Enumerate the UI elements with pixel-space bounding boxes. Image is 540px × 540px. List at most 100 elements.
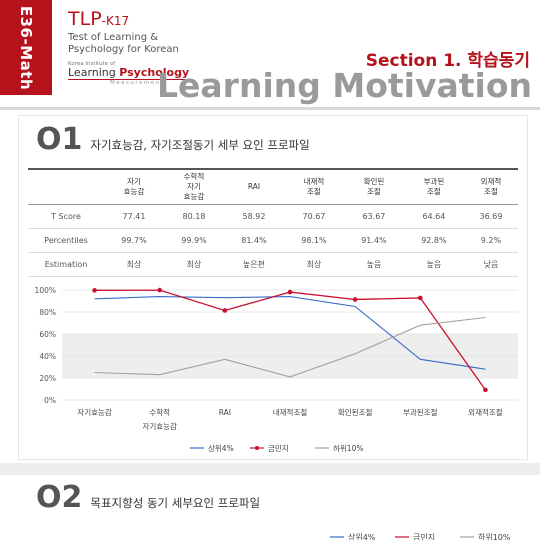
table-header-cell: 내재적 조절	[283, 169, 344, 205]
table-cell: 77.41	[104, 204, 164, 229]
brand-logo: TLP-K17 Test of Learning & Psychology fo…	[68, 8, 189, 86]
table-cell: 99.7%	[104, 228, 164, 253]
table-cell: 높음	[343, 252, 404, 277]
table-header-cell: 수학적 자기 효능감	[163, 169, 224, 205]
section-title: Learning Motivation	[157, 66, 532, 105]
table-header-line: 자기	[187, 181, 201, 191]
table-cell: 9.2%	[463, 228, 518, 253]
legend2-label: 금민지	[413, 532, 435, 540]
table-cell: 92.8%	[403, 228, 464, 253]
x-tick-label: RAI	[219, 408, 231, 417]
table-corner	[28, 169, 104, 205]
series-point	[157, 287, 163, 293]
table-row: Percentiles 99.7% 99.9% 81.4% 98.1% 91.4% 92.8…	[28, 228, 518, 253]
legend-label: 금민지	[268, 443, 289, 453]
table-cell: 81.4%	[223, 228, 284, 253]
table-header-cell: 부과된 조절	[403, 169, 464, 205]
legend2-label: 상위4%	[348, 532, 376, 540]
series-point	[92, 288, 97, 293]
table-row-label: T Score	[28, 204, 104, 229]
table-header-row: 자기 효능감 수학적 자기 효능감 RAI 내재적 조절 확인된 조절 부과된 조절 외재적 조절	[28, 169, 518, 205]
table-cell: 36.69	[463, 204, 518, 229]
brand-title: TLP-K17	[68, 8, 130, 30]
series-point	[287, 289, 293, 295]
table-header-line: 조절	[367, 186, 381, 196]
table-row-label: Percentiles	[28, 228, 104, 253]
brand-learning-psychology: Learning Psychology	[68, 66, 190, 79]
y-tick-label: 20%	[39, 374, 56, 383]
table-cell: 높은편	[223, 252, 284, 277]
table-header-cell: 확인된 조절	[343, 169, 404, 205]
series-point	[483, 387, 488, 393]
table-cell: 98.1%	[283, 228, 344, 253]
table-cell: 80.18	[163, 204, 224, 229]
x-tick-label: 자기효능감	[77, 407, 112, 417]
table-cell: 64.64	[403, 204, 464, 229]
table-cell: 최상	[104, 252, 164, 277]
series-line	[94, 296, 486, 370]
series-point	[417, 295, 423, 301]
table-header-line: 확인된	[363, 176, 385, 186]
section2-title: 목표지향성 동기 세부요인 프로파일	[90, 496, 261, 510]
y-tick-label: 40%	[39, 352, 56, 361]
y-tick-label: 100%	[35, 286, 56, 295]
legend-label: 하위10%	[333, 443, 363, 453]
table-header-line: 수학적	[183, 171, 205, 181]
legend-marker	[255, 446, 259, 450]
section-separator	[0, 463, 540, 475]
series-point	[222, 308, 228, 313]
table-header-cell: RAI	[223, 169, 284, 205]
section1-title: 자기효능감, 자기조절동기 세부 요인 프로파일	[90, 138, 310, 152]
table-header-line: 효능감	[123, 186, 145, 196]
y-tick-label: 60%	[39, 330, 56, 339]
section-label: Section 1. 학습동기	[365, 51, 530, 71]
table-header-line: 조절	[307, 186, 321, 196]
x-tick-label: 확인된조절	[338, 407, 373, 417]
x-tick-label: 수학적	[149, 407, 170, 417]
x-tick-label: 자기효능감	[142, 421, 177, 431]
table-cell: 70.67	[283, 204, 344, 229]
table-cell: 최상	[163, 252, 224, 277]
table-header-line: RAI	[247, 181, 261, 191]
table-cell: 58.92	[223, 204, 284, 229]
header-divider	[0, 107, 540, 110]
brand-institute: Korea Institute of	[68, 61, 116, 67]
legend-label: 상위4%	[208, 443, 234, 453]
brand-subtitle: Test of Learning & Psychology for Korean	[68, 32, 179, 55]
sidebar-tab: E36-Math	[0, 0, 52, 95]
table-header-line: 부과된	[423, 176, 445, 186]
table-row: Estimation 최상 최상 높은편 최상 높음 높음 낮음	[28, 252, 518, 277]
x-tick-label: 외재적조절	[468, 407, 503, 417]
table-header-line: 조절	[427, 186, 441, 196]
y-tick-label: 80%	[39, 308, 56, 317]
section2-number: O2	[36, 480, 83, 515]
brand-measurement: Measurement	[68, 79, 186, 86]
series-line	[94, 316, 486, 378]
table-cell: 높음	[403, 252, 464, 277]
x-tick-label: 부과된조절	[403, 407, 438, 417]
series-point	[352, 297, 358, 302]
legend2-label: 하위10%	[478, 532, 511, 540]
table-row: T Score 77.41 80.18 58.92 70.67 63.67 64.64 36.…	[28, 204, 518, 229]
table-header-cell: 자기 효능감	[104, 169, 164, 205]
table-header-line: 효능감	[183, 191, 205, 201]
section2-heading: O2 목표지향성 동기 세부요인 프로파일	[36, 480, 260, 515]
table-cell: 91.4%	[343, 228, 404, 253]
table-header-line: 외재적	[480, 176, 502, 186]
table-cell: 99.9%	[163, 228, 224, 253]
x-tick-label: 내재적조절	[273, 407, 308, 417]
table-header-cell: 외재적 조절	[463, 169, 518, 205]
table-cell: 63.67	[343, 204, 404, 229]
table-cell: 낮음	[463, 252, 518, 277]
table-header-line: 조절	[484, 186, 498, 196]
table-header-line: 자기	[127, 176, 141, 186]
table-header-line: 내재적	[303, 176, 325, 186]
section1-number: O1	[36, 122, 83, 157]
section1-heading: O1 자기효능감, 자기조절동기 세부 요인 프로파일	[36, 122, 310, 157]
score-table: 자기 효능감 수학적 자기 효능감 RAI 내재적 조절 확인된 조절 부과된 조절 외재적 조절 T S…	[28, 168, 518, 277]
table-cell: 최상	[283, 252, 344, 277]
table-row-label: Estimation	[28, 252, 104, 277]
y-tick-label: 0%	[44, 396, 56, 405]
